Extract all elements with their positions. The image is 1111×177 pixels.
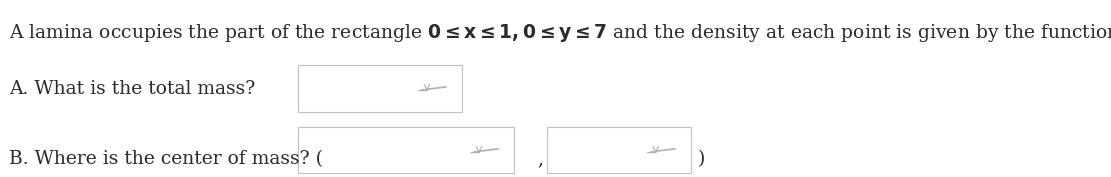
Text: A. What is the total mass?: A. What is the total mass?	[9, 80, 256, 98]
Text: ): )	[698, 150, 705, 169]
Text: A lamina occupies the part of the rectangle $\mathbf{0 \leq x \leq 1, 0 \leq y \: A lamina occupies the part of the rectan…	[9, 21, 1111, 44]
Text: B. Where is the center of mass? (: B. Where is the center of mass? (	[9, 150, 323, 169]
Text: ,: ,	[538, 150, 543, 169]
